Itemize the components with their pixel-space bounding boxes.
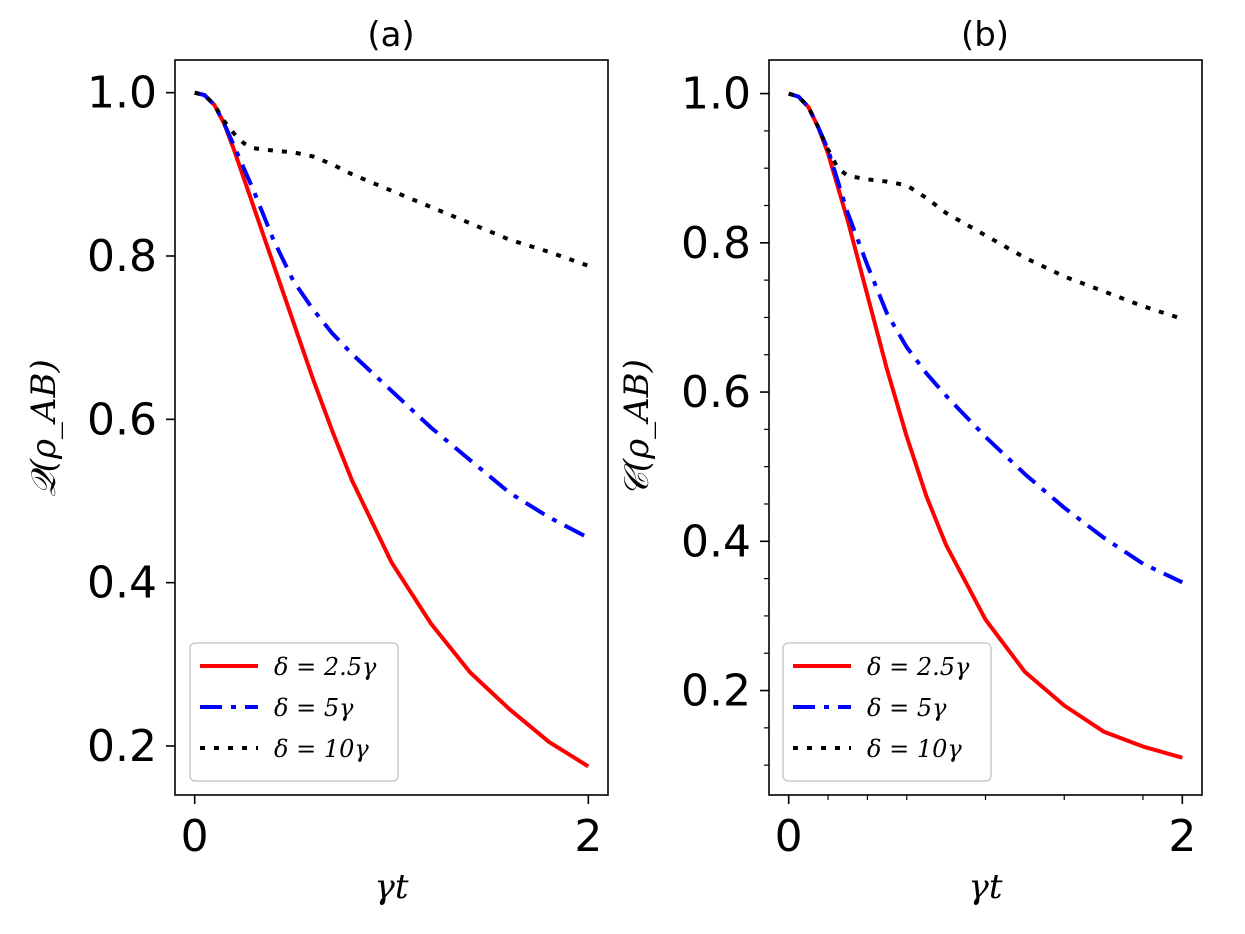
- x-tick-label: 0: [775, 811, 803, 862]
- series-lines: [788, 91, 1184, 760]
- y-tick-label: 0.8: [681, 218, 751, 269]
- legend: δ = 2.5γ δ = 5γ δ = 10γ: [189, 642, 399, 782]
- series-line-2: [194, 90, 590, 540]
- legend-label: δ = 5γ: [274, 694, 354, 722]
- series-lines: [194, 90, 590, 769]
- x-axis-label: γt: [969, 867, 1003, 907]
- y-tick-label: 0.4: [681, 516, 751, 567]
- y-tick-label: 0.4: [87, 558, 157, 609]
- x-tick-label: 2: [1168, 811, 1196, 862]
- x-tick-label: 2: [574, 811, 602, 862]
- panel-b: 0.20.40.60.81.00 2(b)γt𝒞(ρ_AB)δ = 2.5γδ =…: [617, 15, 1203, 907]
- y-tick-label: 1.0: [87, 68, 157, 119]
- panel-a: 0.20.40.60.81.00 2(a)γt𝒬(ρ_AB)δ = 2.5γδ =…: [24, 15, 609, 907]
- axes-frame: [174, 59, 609, 796]
- series-line-1: [194, 90, 590, 769]
- y-tick-label: 0.6: [87, 394, 157, 445]
- legend-label: δ = 5γ: [867, 694, 947, 722]
- legend-label: δ = 2.5γ: [274, 653, 377, 681]
- y-tick-label: 0.2: [681, 666, 751, 717]
- y-tick-label: 0.2: [87, 721, 157, 772]
- y-tick-label: 1.0: [681, 69, 751, 120]
- legend: δ = 2.5γ δ = 5γ δ = 10γ: [782, 642, 992, 782]
- legend-label: δ = 10γ: [274, 735, 369, 763]
- x-tick-label: 0: [181, 811, 209, 862]
- series-line-3: [194, 90, 589, 268]
- panel-title: (b): [961, 15, 1009, 55]
- y-tick-label: 0.8: [87, 231, 157, 282]
- x-axis-label: γt: [375, 867, 409, 907]
- series-line-2: [788, 91, 1184, 585]
- panel-title: (a): [367, 15, 414, 55]
- y-tick-label: 0.6: [681, 367, 751, 418]
- y-axis-label: 𝒞(ρ_AB): [617, 359, 657, 497]
- legend-label: δ = 10γ: [867, 735, 962, 763]
- series-line-1: [788, 91, 1183, 760]
- y-axis-label: 𝒬(ρ_AB): [24, 359, 64, 496]
- series-line-3: [788, 91, 1183, 321]
- legend-label: δ = 2.5γ: [867, 653, 970, 681]
